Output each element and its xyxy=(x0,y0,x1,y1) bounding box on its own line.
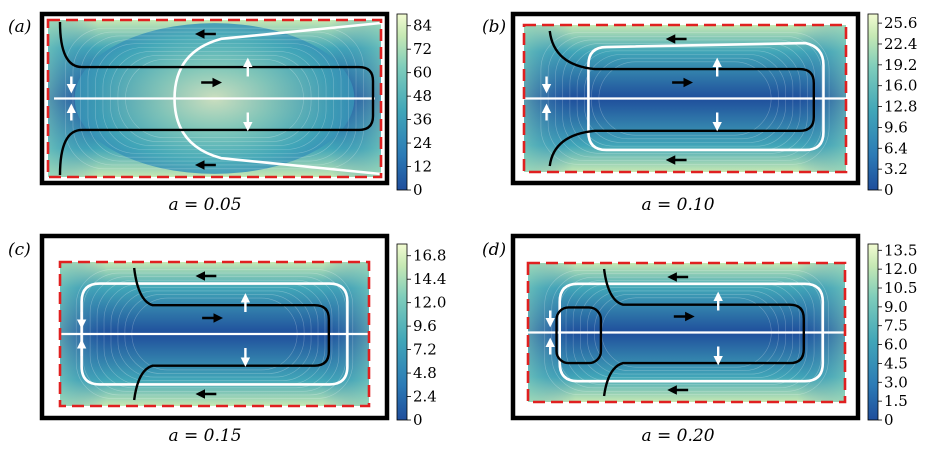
black-recirculation-cell xyxy=(555,306,603,365)
colorbar-tick-label: 12 xyxy=(413,158,432,176)
colorbar-tick-label: 84 xyxy=(413,17,432,35)
colorbar-tick-label: 3.2 xyxy=(884,160,908,178)
panel-caption: a = 0.15 xyxy=(168,426,241,446)
colorbar-tick-label: 16.8 xyxy=(413,247,446,265)
colorbar-tick-label: 9.0 xyxy=(884,298,908,316)
colorbar-tick-label: 36 xyxy=(413,111,432,129)
white-streamline xyxy=(587,41,825,152)
colorbar-tick-label: 22.4 xyxy=(884,35,917,53)
panel-caption: a = 0.10 xyxy=(641,195,714,215)
panel-label: (a) xyxy=(8,17,31,37)
panel-b: (b) a = 0.10 0 3.2 6.4 9.6 12.8 16.0 19.2 22.4 25.… xyxy=(482,11,917,215)
black-streamline xyxy=(132,267,331,401)
colorbar-tick-label: 10.5 xyxy=(884,279,917,297)
colorbar-tick-label: 9.6 xyxy=(884,118,908,136)
colorbar-tick-label: 12.0 xyxy=(413,294,446,312)
panel-d: (d) a = 0.20 01.53.04.56.07.59.010.512.013… xyxy=(482,233,917,446)
white-streamline xyxy=(80,282,349,386)
colorbar-tick-label: 72 xyxy=(413,40,432,58)
colorbar-gradient xyxy=(396,243,408,421)
colorbar-tick-label: 0 xyxy=(413,181,423,199)
colorbar-tick-label: 60 xyxy=(413,64,432,82)
colorbar-tick-label: 4.8 xyxy=(413,364,437,382)
colorbar-tick-label: 3.0 xyxy=(884,373,908,391)
colorbar: 0 3.2 6.4 9.6 12.8 16.0 19.2 22.4 25.6 xyxy=(867,13,917,199)
white-streamline xyxy=(173,21,382,176)
outer-border xyxy=(510,233,861,421)
white-streamline xyxy=(558,282,825,383)
colorbar-tick-label: 0 xyxy=(884,181,894,199)
colorbar: 0 2.4 4.8 7.2 9.6 12.0 14.4 16.8 xyxy=(396,243,446,429)
colorbar-tick-label: 25.6 xyxy=(884,14,917,32)
colorbar-tick-label: 16.0 xyxy=(884,77,917,95)
panel-label: (d) xyxy=(482,240,506,260)
black-streamline xyxy=(602,268,805,397)
panel-caption: a = 0.20 xyxy=(641,426,714,446)
panel-label: (b) xyxy=(482,17,506,37)
panel-label: (c) xyxy=(8,240,31,260)
outer-border xyxy=(39,233,390,421)
black-streamline xyxy=(58,21,375,176)
colorbar: 0 12 24 36 48 60 72 84 xyxy=(396,13,432,199)
colorbar-gradient xyxy=(396,13,408,191)
panel-c: (c) a = 0.15 0 2.4 4.8 7.2 9.6 12.0 14.4 16.8 xyxy=(8,233,446,446)
colorbar-tick-label: 12.0 xyxy=(884,260,917,278)
outer-border xyxy=(39,11,390,186)
colorbar-tick-label: 48 xyxy=(413,87,432,105)
colorbar-tick-label: 7.5 xyxy=(884,317,908,335)
colorbar-tick-label: 9.6 xyxy=(413,317,437,335)
colorbar-gradient xyxy=(867,13,879,191)
colorbar-gradient xyxy=(867,243,879,421)
colorbar-tick-label: 13.5 xyxy=(884,241,917,259)
outer-border xyxy=(510,11,861,186)
colorbar-tick-label: 1.5 xyxy=(884,392,908,410)
colorbar-tick-label: 7.2 xyxy=(413,341,437,359)
colorbar-tick-label: 24 xyxy=(413,134,432,152)
colorbar-tick-label: 6.0 xyxy=(884,336,908,354)
black-streamline xyxy=(548,30,815,167)
colorbar-tick-label: 14.4 xyxy=(413,270,446,288)
dashed-border xyxy=(522,23,848,174)
panel-a: (a) a = 0.05 0 12 24 36 48 60 72 84 xyxy=(8,11,432,215)
colorbar-tick-label: 2.4 xyxy=(413,388,437,406)
dashed-border xyxy=(58,260,371,408)
dashed-border xyxy=(46,18,383,179)
dashed-border xyxy=(526,261,847,404)
colorbar-tick-label: 4.5 xyxy=(884,354,908,372)
colorbar: 01.53.04.56.07.59.010.512.013.5 xyxy=(867,241,917,429)
colorbar-tick-label: 0 xyxy=(884,411,894,429)
panel-caption: a = 0.05 xyxy=(168,195,241,215)
colorbar-tick-label: 6.4 xyxy=(884,139,908,157)
colorbar-tick-label: 19.2 xyxy=(884,56,917,74)
colorbar-tick-label: 0 xyxy=(413,411,423,429)
colorbar-tick-label: 12.8 xyxy=(884,98,917,116)
